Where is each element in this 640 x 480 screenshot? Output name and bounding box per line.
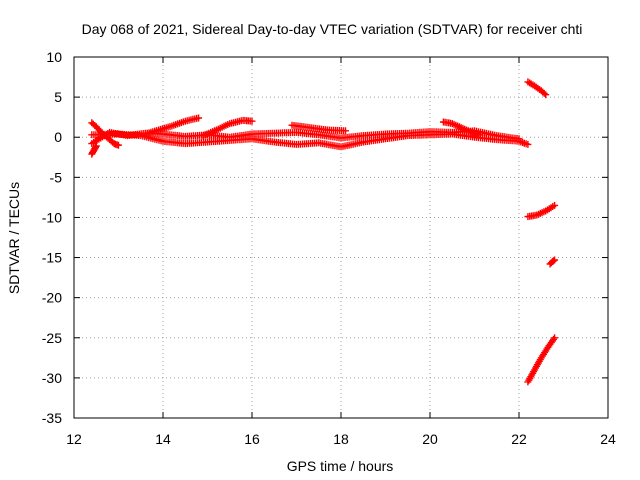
series-11 [524,334,559,386]
series-markers [524,78,550,99]
y-tick-label: -25 [42,330,62,346]
series-markers [88,142,100,158]
series-8 [524,78,550,99]
chart-title: Day 068 of 2021, Sidereal Day-to-day VTE… [82,21,583,37]
y-tick-label: 0 [54,129,62,145]
series-markers [141,114,203,138]
x-tick-label: 18 [333,431,349,447]
series-10 [546,256,559,268]
x-tick-label: 14 [155,431,171,447]
series-markers [88,119,122,149]
x-tick-label: 24 [600,431,616,447]
series-2 [88,119,122,149]
x-tick-label: 22 [511,431,527,447]
y-tick-label: -15 [42,250,62,266]
series-markers [524,201,559,221]
series-markers [199,116,256,140]
x-tick-label: 20 [422,431,438,447]
y-tick-label: -30 [42,370,62,386]
y-tick-label: -20 [42,290,62,306]
data-points [88,78,559,386]
y-tick-label: -35 [42,410,62,426]
series-markers [546,256,559,268]
axis-ticks: 12 14 16 18 20 22 24 10 5 0 -5 -10 -15 -20 -25 -30 -35 [42,49,616,447]
series-markers [288,121,349,135]
x-axis-label: GPS time / hours [287,458,394,474]
x-tick-label: 16 [244,431,260,447]
series-5 [288,121,349,135]
y-tick-label: 5 [54,89,62,105]
x-tick-label: 12 [66,431,82,447]
series-3 [141,114,203,138]
y-tick-label: 10 [46,49,62,65]
series-9 [524,201,559,221]
y-tick-label: -5 [50,169,63,185]
series-markers [524,334,559,386]
series-4 [199,116,256,140]
series-6 [439,118,483,139]
y-axis-label: SDTVAR / TECUs [6,182,22,294]
series-7 [88,142,100,158]
y-tick-label: -10 [42,209,62,225]
series-markers [439,118,483,139]
